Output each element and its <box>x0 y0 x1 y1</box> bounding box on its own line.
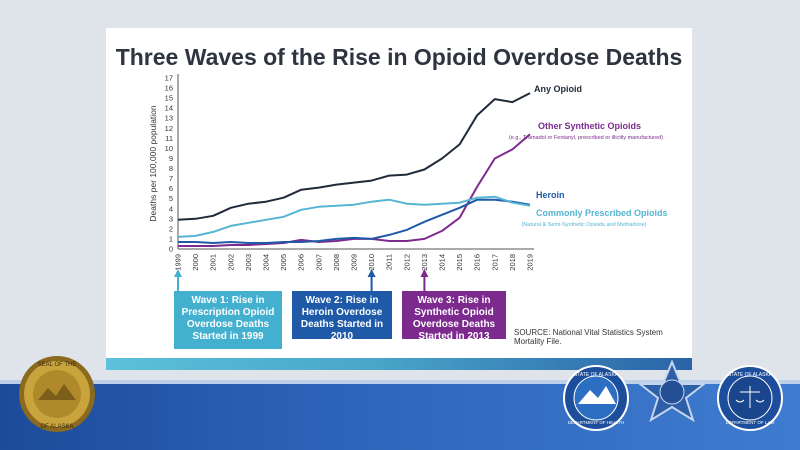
x-tick-label: 2012 <box>402 254 411 271</box>
source-note: SOURCE: National Vital Statistics System… <box>514 328 663 346</box>
y-tick-label: 2 <box>169 224 173 233</box>
x-tick-label: 2000 <box>191 254 200 271</box>
series-line-synthetic <box>178 133 531 247</box>
y-tick-label: 9 <box>169 154 173 163</box>
y-tick-label: 16 <box>165 84 173 93</box>
law-seal-bottom-text: DEPARTMENT OF LAW <box>726 420 776 425</box>
wave-3-box: Wave 3: Rise in Synthetic Opioid Overdos… <box>402 291 506 342</box>
y-tick-label: 0 <box>169 245 173 254</box>
y-tick-label: 11 <box>165 134 173 143</box>
x-tick-label: 2009 <box>350 254 359 271</box>
y-tick-label: 14 <box>165 104 173 113</box>
y-tick-label: 6 <box>169 184 173 193</box>
x-tick-label: 2005 <box>279 254 288 271</box>
star-badge-icon <box>637 359 707 423</box>
footer-band: SEAL OF THE OF ALASKA STATE OF ALASKA DE… <box>0 356 800 450</box>
y-tick-label: 5 <box>169 194 173 203</box>
series-label-any: Any Opioid <box>534 84 582 94</box>
series-label-heroin: Heroin <box>536 190 565 200</box>
x-tick-label: 2013 <box>420 254 429 271</box>
x-tick-label: 2002 <box>226 254 235 271</box>
y-tick-label: 7 <box>169 174 173 183</box>
slide-panel: Three Waves of the Rise in Opioid Overdo… <box>106 28 692 370</box>
y-tick-label: 10 <box>165 144 173 153</box>
x-tick-label: 2011 <box>385 254 394 270</box>
series-line-heroin <box>178 198 531 244</box>
department-of-law-seal: STATE OF ALASKA DEPARTMENT OF LAW <box>717 365 783 431</box>
left-seal-top-text: SEAL OF THE <box>38 362 77 368</box>
series-note-prescribed: (Natural & Semi-Synthetic Opioids and Me… <box>521 222 646 228</box>
x-tick-label: 2018 <box>508 254 517 271</box>
wave-1-arrow-head <box>174 269 182 277</box>
series-line-prescribed <box>177 195 531 238</box>
x-tick-label: 1999 <box>174 254 183 271</box>
y-tick-label: 4 <box>169 204 173 213</box>
x-tick-label: 2015 <box>455 254 464 271</box>
wave-1-box: Wave 1: Rise in Prescription Opioid Over… <box>174 291 282 349</box>
series-line-any <box>177 92 531 221</box>
law-seal-top-text: STATE OF ALASKA <box>728 372 773 378</box>
x-tick-label: 2017 <box>490 254 499 271</box>
x-tick-label: 2006 <box>297 254 306 271</box>
slide-accent-bar <box>106 358 692 370</box>
wave-3-arrow-head <box>420 269 429 277</box>
series-note-synthetic: (e.g., Tramadol or Fentanyl, prescribed … <box>509 135 663 141</box>
health-seal-bottom-text: DEPARTMENT OF HEALTH <box>568 420 625 425</box>
x-tick-label: 2003 <box>244 254 253 271</box>
x-tick-label: 2001 <box>209 254 218 271</box>
series-label-prescribed: Commonly Prescribed Opioids <box>536 208 668 218</box>
y-tick-label: 8 <box>169 164 173 173</box>
wave-2-arrow-head <box>367 269 376 277</box>
x-tick-label: 2019 <box>526 254 535 271</box>
state-seal-emblem: SEAL OF THE OF ALASKA <box>19 356 95 432</box>
x-tick-label: 2008 <box>332 254 341 271</box>
y-tick-label: 17 <box>165 74 173 83</box>
y-axis-label: Deaths per 100,000 population <box>148 105 158 222</box>
y-tick-label: 3 <box>169 214 173 223</box>
footer-strip <box>0 380 800 384</box>
series-label-synthetic: Other Synthetic Opioids <box>538 121 641 131</box>
wave-2-box: Wave 2: Rise in Heroin Overdose Deaths S… <box>292 291 392 342</box>
health-seal-top-text: STATE OF ALASKA <box>574 372 619 378</box>
left-seal-bottom-text: OF ALASKA <box>40 424 73 430</box>
x-tick-label: 2014 <box>438 254 447 271</box>
y-tick-label: 13 <box>165 114 173 123</box>
y-tick-label: 15 <box>165 94 173 103</box>
x-tick-label: 2016 <box>473 254 482 271</box>
y-tick-label: 12 <box>165 124 173 133</box>
x-tick-label: 2007 <box>314 254 323 271</box>
department-of-health-seal: STATE OF ALASKA DEPARTMENT OF HEALTH <box>563 365 629 431</box>
y-tick-label: 1 <box>169 234 173 243</box>
x-tick-label: 2010 <box>367 254 376 271</box>
chart-title: Three Waves of the Rise in Opioid Overdo… <box>115 44 683 70</box>
x-tick-label: 2004 <box>262 254 271 271</box>
